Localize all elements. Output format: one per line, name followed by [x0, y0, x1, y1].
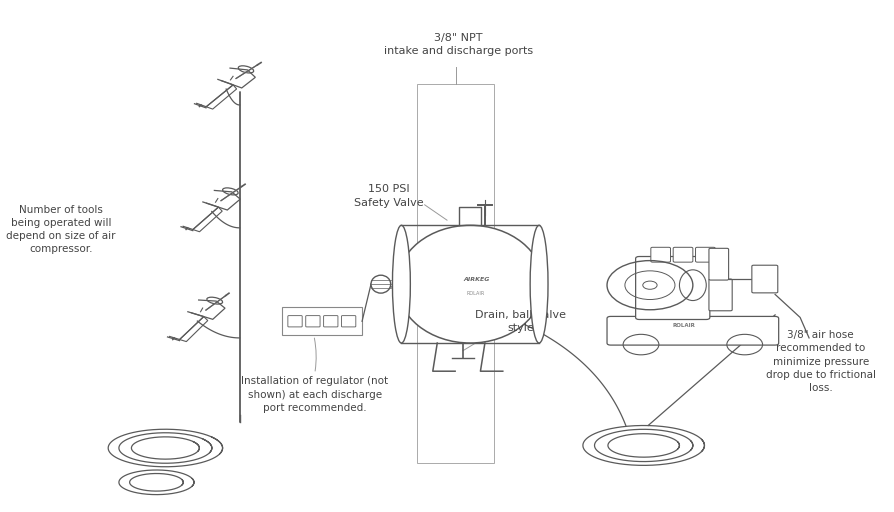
FancyBboxPatch shape	[636, 257, 710, 319]
FancyBboxPatch shape	[324, 315, 338, 327]
Text: 3/8" NPT
intake and discharge ports: 3/8" NPT intake and discharge ports	[384, 33, 533, 56]
Text: 3/8" air hose
recommended to
minimize pressure
drop due to frictional
loss.: 3/8" air hose recommended to minimize pr…	[765, 330, 876, 393]
Text: Number of tools
being operated will
depend on size of air
compressor.: Number of tools being operated will depe…	[6, 205, 115, 254]
Bar	[282, 307, 362, 335]
FancyBboxPatch shape	[651, 247, 670, 262]
Ellipse shape	[397, 225, 544, 343]
Ellipse shape	[530, 225, 548, 343]
FancyBboxPatch shape	[306, 315, 320, 327]
Ellipse shape	[392, 225, 410, 343]
Text: Installation of regulator (not
shown) at each discharge
port recommended.: Installation of regulator (not shown) at…	[241, 376, 388, 413]
FancyBboxPatch shape	[752, 265, 778, 293]
Text: ROLAIR: ROLAIR	[672, 323, 696, 328]
FancyBboxPatch shape	[607, 316, 779, 345]
FancyBboxPatch shape	[709, 248, 729, 280]
Text: 150 PSI
Safety Valve: 150 PSI Safety Valve	[354, 184, 424, 207]
FancyBboxPatch shape	[288, 315, 302, 327]
Text: ROLAIR: ROLAIR	[467, 291, 485, 296]
Text: AIRKEG: AIRKEG	[463, 276, 489, 282]
Text: Drain, ball valve
style: Drain, ball valve style	[475, 310, 566, 333]
FancyBboxPatch shape	[673, 247, 693, 262]
Ellipse shape	[371, 275, 391, 293]
Bar	[417, 84, 494, 463]
FancyBboxPatch shape	[709, 279, 732, 311]
FancyBboxPatch shape	[342, 315, 356, 327]
FancyBboxPatch shape	[696, 247, 715, 262]
